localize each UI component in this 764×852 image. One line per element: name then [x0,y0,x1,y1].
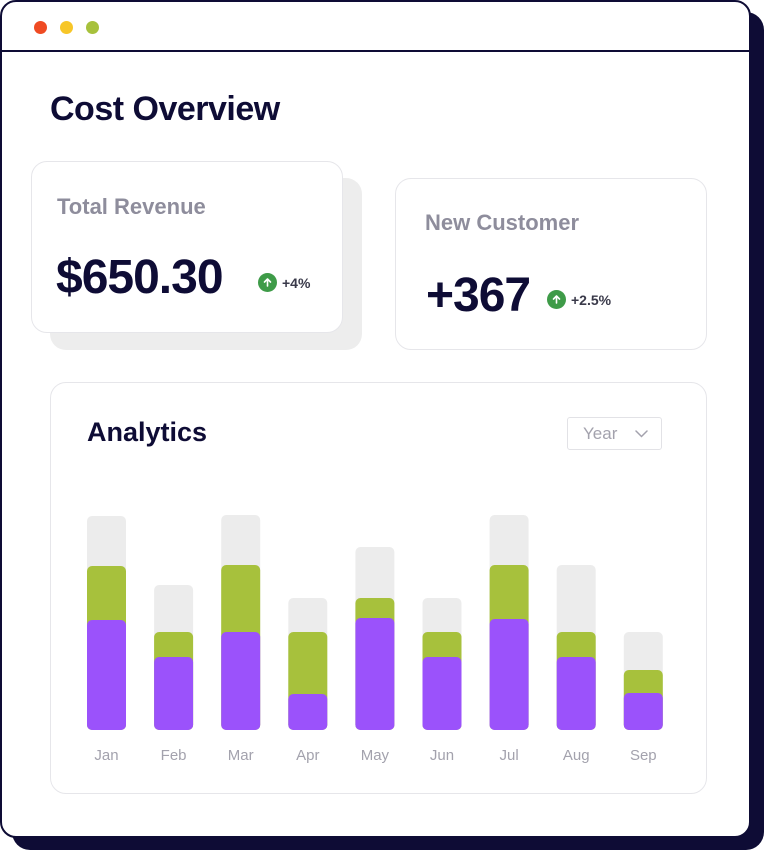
chevron-down-icon [635,429,649,438]
arrow-up-icon [547,290,566,309]
maximize-dot[interactable] [86,21,99,34]
minimize-dot[interactable] [60,21,73,34]
x-tick-label: Aug [563,747,590,764]
customer-change: +2.5% [547,290,611,309]
revenue-change: +4% [258,273,310,292]
period-dropdown[interactable]: Year [567,417,662,450]
bar-mar-purple [221,632,261,730]
app-window: Cost Overview Total Revenue $650.30 +4% … [0,0,751,838]
bar-sep-purple [623,693,663,730]
customer-change-text: +2.5% [571,291,612,308]
x-tick-label: Mar [228,747,254,764]
close-dot[interactable] [34,21,47,34]
analytics-title: Analytics [87,417,208,447]
x-tick-label: May [361,747,390,764]
revenue-change-text: +4% [282,274,311,291]
arrow-up-icon [258,273,277,292]
page-title: Cost Overview [50,90,280,128]
title-bar [2,2,749,52]
bar-aug-purple [556,657,596,730]
customer-label: New Customer [425,210,580,235]
revenue-card[interactable]: Total Revenue $650.30 +4% [31,161,343,333]
x-tick-label: Jan [94,747,118,764]
x-tick-label: Apr [296,747,319,764]
bar-jun-purple [422,657,462,730]
x-tick-label: Feb [161,747,187,764]
bar-feb-purple [154,657,194,730]
revenue-label: Total Revenue [57,194,206,219]
x-tick-label: Jun [430,747,454,764]
revenue-value: $650.30 [56,251,224,304]
analytics-card: Analytics Year Jan Feb Mar Apr May Jun Jul Aug S… [50,382,707,794]
bar-apr-purple [288,694,328,730]
analytics-chart: Jan Feb Mar Apr May Jun Jul Aug Sep [87,515,663,764]
customer-card[interactable]: New Customer +367 +2.5% [395,178,707,350]
bar-jan-purple [87,620,126,730]
x-tick-label: Sep [630,747,657,764]
period-value: Year [583,423,618,443]
x-tick-label: Jul [500,747,519,764]
bar-may-purple [355,618,395,730]
bar-jul-purple [489,619,529,730]
customer-value: +367 [426,269,531,322]
